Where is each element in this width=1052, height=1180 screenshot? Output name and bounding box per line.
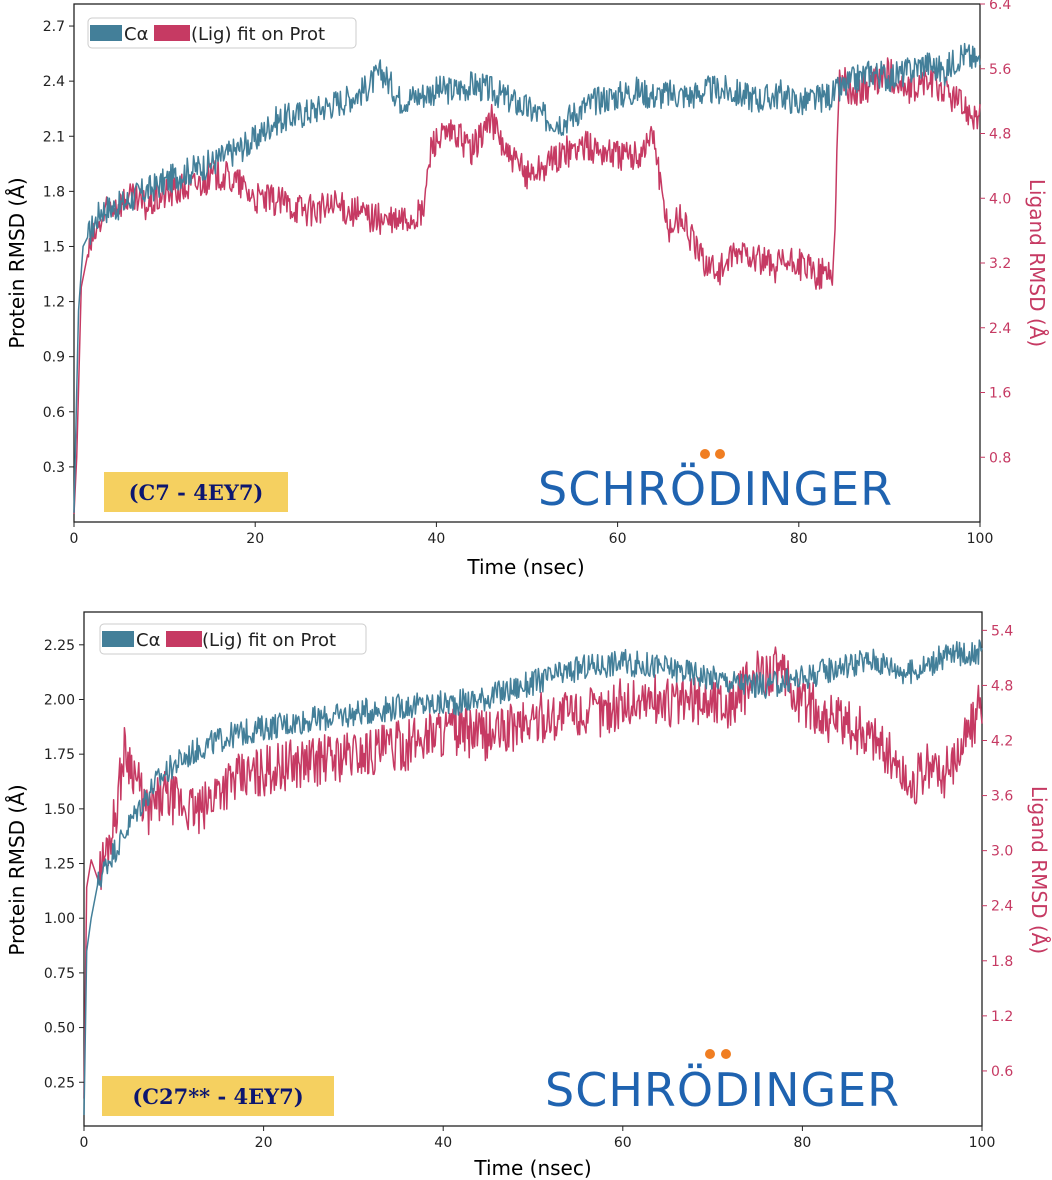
x-tick-label: 40 <box>427 531 445 547</box>
y2-tick-label: 5.6 <box>989 62 1011 78</box>
y-axis-title: Protein RMSD (Å) <box>5 784 29 955</box>
x-tick-label: 20 <box>255 1135 273 1151</box>
logo-dot <box>700 449 710 459</box>
tag-highlight <box>104 472 288 512</box>
x-tick-label: 60 <box>609 531 627 547</box>
y-tick-label: 2.1 <box>43 129 65 145</box>
logo-dot <box>705 1049 715 1059</box>
y2-tick-label: 4.0 <box>989 191 1011 207</box>
x-tick-label: 40 <box>434 1135 452 1151</box>
tag-label: (C27** - 4EY7) <box>132 1084 303 1109</box>
y-tick-label: 2.7 <box>43 19 65 35</box>
y-tick-label: 1.00 <box>44 911 75 927</box>
y2-tick-label: 1.8 <box>991 954 1013 970</box>
y-tick-label: 1.50 <box>44 802 75 818</box>
y2-tick-label: 1.6 <box>989 386 1011 402</box>
ligand-rmsd-line <box>83 646 983 1099</box>
schrodinger-logo: SCHRÖDINGER <box>545 1049 900 1117</box>
y2-tick-label: 0.6 <box>991 1064 1013 1080</box>
x-axis-title: Time (nsec) <box>473 1156 591 1180</box>
logo-wordmark: SCHRÖDINGER <box>538 462 893 516</box>
y-tick-label: 0.25 <box>44 1075 75 1091</box>
y2-tick-label: 4.8 <box>991 678 1013 694</box>
y2-tick-label: 3.6 <box>991 789 1013 805</box>
logo-dot <box>721 1049 731 1059</box>
schrodinger-logo: SCHRÖDINGER <box>538 449 893 516</box>
x-tick-label: 0 <box>80 1135 89 1151</box>
protein-rmsd-line <box>73 42 981 513</box>
tag-label: (C7 - 4EY7) <box>129 480 264 505</box>
ligand-rmsd-line <box>73 57 981 514</box>
y-tick-label: 0.6 <box>43 405 65 421</box>
y-tick-label: 0.75 <box>44 966 75 982</box>
rmsd-chart-c27: 0 20 40 60 80 100 0.25 0.50 0.75 1.00 1.25 1.50 1.75… <box>5 611 1051 1180</box>
y-axis-title: Protein RMSD (Å) <box>5 177 29 348</box>
y-tick-label: 1.25 <box>44 857 75 873</box>
y-tick-label: 1.75 <box>44 747 75 763</box>
legend-label-protein: Cα <box>136 630 160 651</box>
y2-tick-label: 2.4 <box>989 321 1011 337</box>
legend-swatch-protein <box>90 25 122 41</box>
y-tick-label: 0.3 <box>43 460 65 476</box>
legend-label-ligand: (Lig) fit on Prot <box>202 630 336 651</box>
y-tick-label: 1.2 <box>43 295 65 311</box>
y-tick-label: 2.4 <box>43 74 65 90</box>
legend-swatch-ligand <box>154 25 190 41</box>
y2-tick-label: 5.4 <box>991 623 1013 639</box>
y-tick-label: 1.5 <box>43 239 65 255</box>
logo-dot <box>715 449 725 459</box>
y-tick-label: 1.8 <box>43 184 65 200</box>
legend-swatch-ligand <box>166 631 202 647</box>
y2-tick-label: 4.2 <box>991 734 1013 750</box>
tag-highlight <box>102 1076 334 1116</box>
y2-tick-label: 0.8 <box>989 450 1011 466</box>
legend: Cα (Lig) fit on Prot <box>87 17 357 49</box>
x-tick-label: 0 <box>70 531 79 547</box>
x-tick-label: 60 <box>614 1135 632 1151</box>
y2-tick-label: 4.8 <box>989 127 1011 143</box>
plot-area <box>83 611 983 1127</box>
compound-tag: (C27** - 4EY7) <box>102 1076 334 1116</box>
compound-tag: (C7 - 4EY7) <box>104 472 288 512</box>
logo-wordmark: SCHRÖDINGER <box>545 1063 900 1117</box>
legend-label-protein: Cα <box>124 24 148 45</box>
x-tick-label: 100 <box>969 1135 996 1151</box>
y-tick-label: 0.9 <box>43 350 65 366</box>
x-tick-label: 80 <box>793 1135 811 1151</box>
y-tick-label: 0.50 <box>44 1021 75 1037</box>
y2-tick-label: 6.4 <box>989 0 1011 13</box>
legend-swatch-protein <box>102 631 134 647</box>
y2-axis-title: Ligand RMSD (Å) <box>1027 786 1051 954</box>
y2-tick-label: 3.2 <box>989 256 1011 272</box>
y2-tick-label: 1.2 <box>991 1009 1013 1025</box>
x-tick-label: 20 <box>246 531 264 547</box>
y2-axis-title: Ligand RMSD (Å) <box>1025 179 1049 347</box>
y-tick-label: 2.00 <box>44 692 75 708</box>
protein-rmsd-line <box>83 639 983 1116</box>
y2-tick-label: 3.0 <box>991 844 1013 860</box>
x-tick-label: 100 <box>967 531 994 547</box>
x-tick-label: 80 <box>790 531 808 547</box>
y2-tick-label: 2.4 <box>991 899 1013 915</box>
x-axis-title: Time (nsec) <box>466 555 584 579</box>
legend-label-ligand: (Lig) fit on Prot <box>191 24 325 45</box>
y-tick-label: 2.25 <box>44 638 75 654</box>
rmsd-chart-c7: 0 20 40 60 80 100 0.3 0.6 0.9 1.2 1.5 1.8 2.1 2.4 2.7 0… <box>5 0 1049 579</box>
legend: Cα (Lig) fit on Prot <box>99 623 367 655</box>
